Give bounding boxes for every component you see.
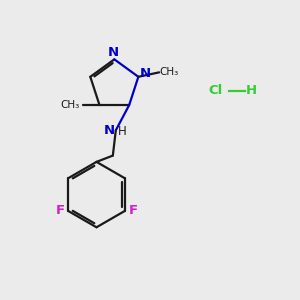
Text: H: H (118, 125, 127, 138)
Text: N: N (139, 67, 151, 80)
Text: Cl: Cl (208, 84, 223, 97)
Text: H: H (245, 84, 256, 97)
Text: N: N (104, 124, 115, 137)
Text: N: N (108, 46, 119, 59)
Text: CH₃: CH₃ (61, 100, 80, 110)
Text: F: F (55, 204, 64, 218)
Text: CH₃: CH₃ (159, 67, 178, 77)
Text: F: F (129, 204, 138, 218)
